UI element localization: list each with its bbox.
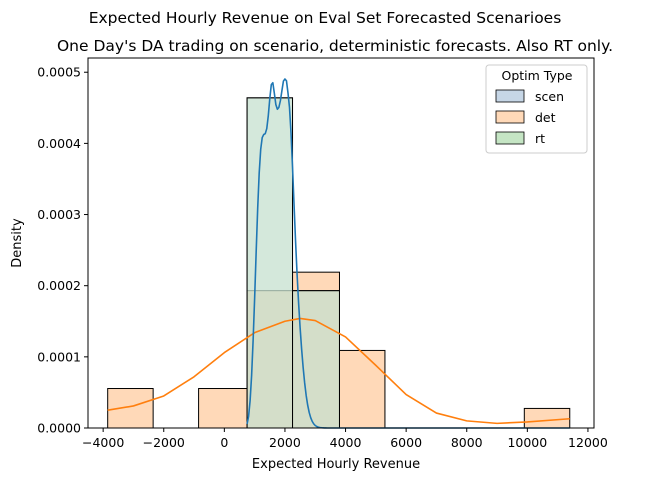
y-tick-label-1: 0.0001	[37, 349, 81, 364]
legend-entry-rt: rt	[495, 131, 545, 146]
x-tick-label-7: 10000	[507, 435, 547, 450]
legend-entry-det: det	[495, 110, 556, 125]
x-tick-label-5: 6000	[390, 435, 422, 450]
plot-frame	[87, 57, 595, 429]
x-axis-title: Expected Hourly Revenue	[252, 457, 420, 472]
y-tick-label-4: 0.0004	[37, 136, 81, 151]
legend-label-det: det	[535, 110, 556, 125]
x-tick-label-3: 2000	[269, 435, 301, 450]
legend-label-rt: rt	[535, 131, 545, 146]
legend: Optim Type scen det rt	[485, 64, 588, 154]
bar-det-9	[523, 407, 571, 429]
bar-det-0	[107, 388, 154, 429]
x-tick-label-6: 8000	[451, 435, 483, 450]
legend-swatch-scen	[495, 89, 525, 103]
legend-title: Optim Type	[501, 68, 572, 83]
plot-bars	[107, 97, 571, 429]
legend-frame	[485, 64, 588, 154]
x-tick-label-4: 4000	[330, 435, 362, 450]
legend-swatch-det	[495, 110, 525, 124]
y-tick-label-0: 0.0000	[37, 421, 81, 436]
bar-det-5	[338, 349, 386, 429]
x-tick-label-8: 12000	[568, 435, 608, 450]
legend-swatch-rt	[495, 131, 525, 145]
x-tick-label-0: −4000	[82, 435, 124, 450]
x-tick-label-1: −2000	[143, 435, 185, 450]
x-tick-label-2: 0	[220, 435, 228, 450]
chart-title: Expected Hourly Revenue on Eval Set Fore…	[89, 9, 562, 27]
y-tick-label-2: 0.0002	[37, 278, 81, 293]
bar-det-2	[198, 388, 248, 429]
x-axis: −4000 −2000 0 2000 4000 6000 8000 10000 12000	[82, 428, 608, 450]
legend-label-scen: scen	[535, 89, 564, 104]
y-axis: 0.0000 0.0001 0.0002 0.0003 0.0004 0.0005	[37, 65, 88, 436]
y-tick-label-3: 0.0003	[37, 207, 81, 222]
kde-line-det	[107, 317, 570, 425]
y-axis-title: Density	[10, 218, 25, 268]
bar-rt-0	[246, 97, 294, 429]
legend-entry-scen: scen	[495, 89, 564, 104]
chart-subtitle: One Day's DA trading on scenario, determ…	[57, 37, 613, 55]
y-tick-label-5: 0.0005	[37, 65, 81, 80]
bar-rt-1	[292, 290, 340, 429]
